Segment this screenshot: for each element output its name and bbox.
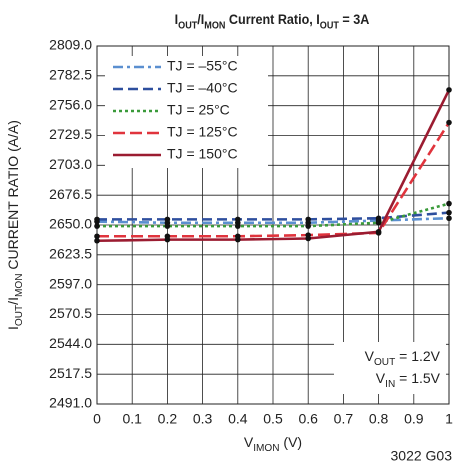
chart-title-part: Current Ratio, I — [225, 11, 319, 27]
y-tick-label: 2729.5 — [49, 126, 92, 142]
annotation-part: V — [365, 348, 375, 364]
data-point — [94, 237, 100, 244]
x-tick-label: 0.1 — [122, 411, 142, 427]
x-tick-label: 0.4 — [228, 411, 248, 427]
y-axis-label-part: /I — [5, 297, 21, 305]
chart-title: IOUT/IMON Current Ratio, IOUT = 3A — [175, 11, 370, 32]
y-axis-label: IOUT/IMON CURRENT RATIO (A/A) — [5, 120, 25, 330]
annotation: VOUT = 1.2V — [365, 348, 441, 368]
x-tick-label: 0 — [93, 411, 101, 427]
legend-label: TJ = 125°C — [167, 124, 238, 140]
annotation-part: = 1.2V — [395, 348, 440, 364]
annotation-box — [334, 342, 446, 394]
data-point — [94, 216, 100, 223]
x-tick-label: 0.2 — [158, 411, 178, 427]
chart-title-part: OUT — [178, 20, 197, 32]
annotation-part: OUT — [374, 357, 395, 368]
x-tick-label: 0.8 — [369, 411, 389, 427]
y-tick-label: 2570.5 — [49, 305, 92, 321]
data-point — [235, 216, 241, 223]
data-point — [446, 209, 452, 216]
legend-label: TJ = 150°C — [167, 146, 238, 162]
x-tick-label: 0.9 — [404, 411, 424, 427]
data-point — [446, 119, 452, 126]
data-point — [446, 200, 452, 207]
y-tick-label: 2491.0 — [49, 395, 92, 411]
y-tick-label: 2676.5 — [49, 186, 92, 202]
data-point — [94, 223, 100, 229]
y-tick-label: 2703.0 — [49, 156, 92, 172]
series-line — [96, 89, 451, 243]
x-axis-label-part: V — [244, 434, 254, 450]
chart-title-part: /I — [197, 11, 204, 27]
data-point — [375, 215, 382, 222]
y-tick-label: 2756.0 — [49, 96, 92, 112]
annotation-part: V — [376, 370, 386, 386]
x-tick-label: 1 — [445, 411, 453, 427]
chart-title-part: OUT — [320, 20, 339, 32]
y-axis-label-part: MON — [14, 274, 25, 298]
annotation-part: IN — [385, 379, 395, 390]
y-tick-label: 2517.5 — [49, 365, 92, 381]
data-point — [164, 223, 171, 229]
series-line — [97, 211, 450, 221]
x-tick-label: 0.3 — [193, 411, 213, 427]
data-point — [164, 216, 171, 223]
data-point — [164, 236, 171, 243]
data-point — [375, 228, 382, 235]
data-point — [375, 219, 382, 226]
x-axis-label: VIMON (V) — [244, 434, 302, 454]
x-tick-label: 0.6 — [298, 411, 318, 427]
data-point — [305, 223, 312, 229]
chart-title-part: = 3A — [339, 11, 370, 27]
y-tick-label: 2650.0 — [49, 216, 92, 232]
legend-label: TJ = –40°C — [167, 80, 238, 96]
chart-title-part: I — [175, 11, 179, 27]
legend-label: TJ = 25°C — [167, 102, 230, 118]
y-tick-label: 2782.5 — [49, 67, 92, 83]
series-line — [97, 121, 451, 238]
y-tick-label: 2623.5 — [49, 246, 92, 262]
annotation: VIN = 1.5V — [376, 370, 441, 390]
data-point — [94, 233, 100, 240]
footnote: 3022 G03 — [391, 448, 453, 463]
y-tick-label: 2544.0 — [49, 335, 92, 351]
series-line — [97, 202, 450, 228]
data-point — [446, 215, 452, 222]
data-point — [235, 223, 241, 229]
y-axis-label-part: CURRENT RATIO (A/A) — [5, 120, 21, 274]
x-axis-label-part: (V) — [280, 434, 303, 450]
data-point — [305, 235, 312, 242]
x-tick-label: 0.7 — [334, 411, 354, 427]
y-tick-label: 2809.0 — [49, 37, 92, 53]
data-point — [446, 87, 452, 93]
x-tick-label: 0.5 — [263, 411, 283, 427]
series-line — [96, 216, 450, 225]
y-axis-label-part: I — [5, 326, 21, 330]
chart-title-part: MON — [204, 20, 225, 32]
y-tick-label: 2597.0 — [49, 275, 92, 291]
legend-label: TJ = –55°C — [167, 58, 238, 74]
data-point — [305, 216, 312, 223]
y-axis-label-part: OUT — [14, 305, 25, 326]
x-axis-label-part: IMON — [253, 443, 279, 454]
data-point — [235, 236, 241, 243]
annotation-part: = 1.5V — [395, 370, 440, 386]
